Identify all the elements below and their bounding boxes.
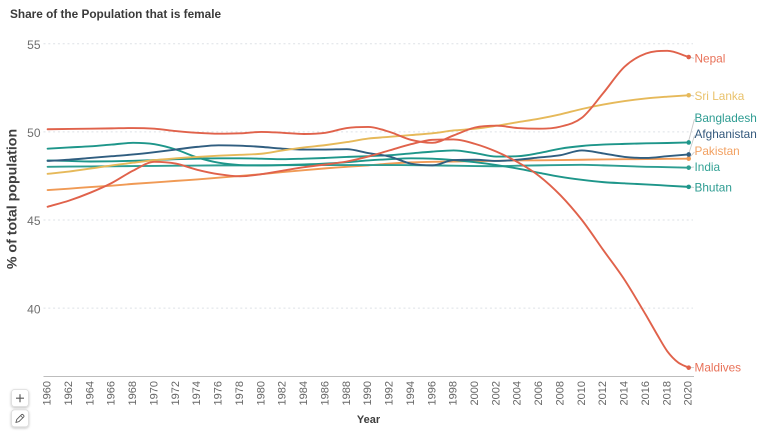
svg-text:Nepal: Nepal xyxy=(695,52,726,66)
svg-text:1980: 1980 xyxy=(255,381,267,405)
svg-text:1998: 1998 xyxy=(448,381,460,405)
svg-text:% of total population: % of total population xyxy=(5,129,21,269)
svg-text:1968: 1968 xyxy=(127,381,139,405)
svg-text:Pakistan: Pakistan xyxy=(695,144,740,158)
svg-text:1988: 1988 xyxy=(341,381,353,405)
svg-text:2002: 2002 xyxy=(490,381,502,405)
svg-text:1962: 1962 xyxy=(63,381,75,405)
svg-text:2000: 2000 xyxy=(469,381,481,405)
svg-text:2018: 2018 xyxy=(661,381,673,405)
svg-text:1966: 1966 xyxy=(106,381,118,405)
svg-text:1978: 1978 xyxy=(234,381,246,405)
svg-text:1970: 1970 xyxy=(149,381,161,405)
svg-text:1984: 1984 xyxy=(298,381,310,405)
svg-text:India: India xyxy=(695,160,721,174)
svg-text:1992: 1992 xyxy=(384,381,396,405)
svg-text:40: 40 xyxy=(27,302,41,316)
svg-text:1982: 1982 xyxy=(277,381,289,405)
svg-text:Afghanistan: Afghanistan xyxy=(695,127,757,141)
svg-text:1990: 1990 xyxy=(362,381,374,405)
svg-text:1994: 1994 xyxy=(405,381,417,405)
svg-text:1986: 1986 xyxy=(319,381,331,405)
svg-text:2016: 2016 xyxy=(640,381,652,405)
svg-text:2006: 2006 xyxy=(533,381,545,405)
svg-text:2014: 2014 xyxy=(619,381,631,405)
svg-text:Share of the Population that i: Share of the Population that is female xyxy=(10,7,222,21)
svg-text:2012: 2012 xyxy=(597,381,609,405)
svg-text:2010: 2010 xyxy=(576,381,588,405)
svg-text:55: 55 xyxy=(27,38,41,52)
svg-text:Bangladesh: Bangladesh xyxy=(695,111,757,125)
svg-text:Year: Year xyxy=(357,414,381,426)
svg-text:50: 50 xyxy=(27,126,41,140)
svg-text:2004: 2004 xyxy=(512,381,524,405)
svg-text:1972: 1972 xyxy=(170,381,182,405)
svg-text:1964: 1964 xyxy=(84,381,96,405)
svg-text:2020: 2020 xyxy=(683,381,695,405)
svg-text:1976: 1976 xyxy=(213,381,225,405)
svg-text:1996: 1996 xyxy=(426,381,438,405)
svg-text:2008: 2008 xyxy=(555,381,567,405)
svg-text:1960: 1960 xyxy=(42,381,54,405)
svg-text:Maldives: Maldives xyxy=(695,361,742,375)
svg-text:45: 45 xyxy=(27,214,41,228)
svg-text:Sri Lanka: Sri Lanka xyxy=(695,89,745,103)
svg-text:Bhutan: Bhutan xyxy=(695,181,732,195)
svg-text:1974: 1974 xyxy=(191,381,203,405)
